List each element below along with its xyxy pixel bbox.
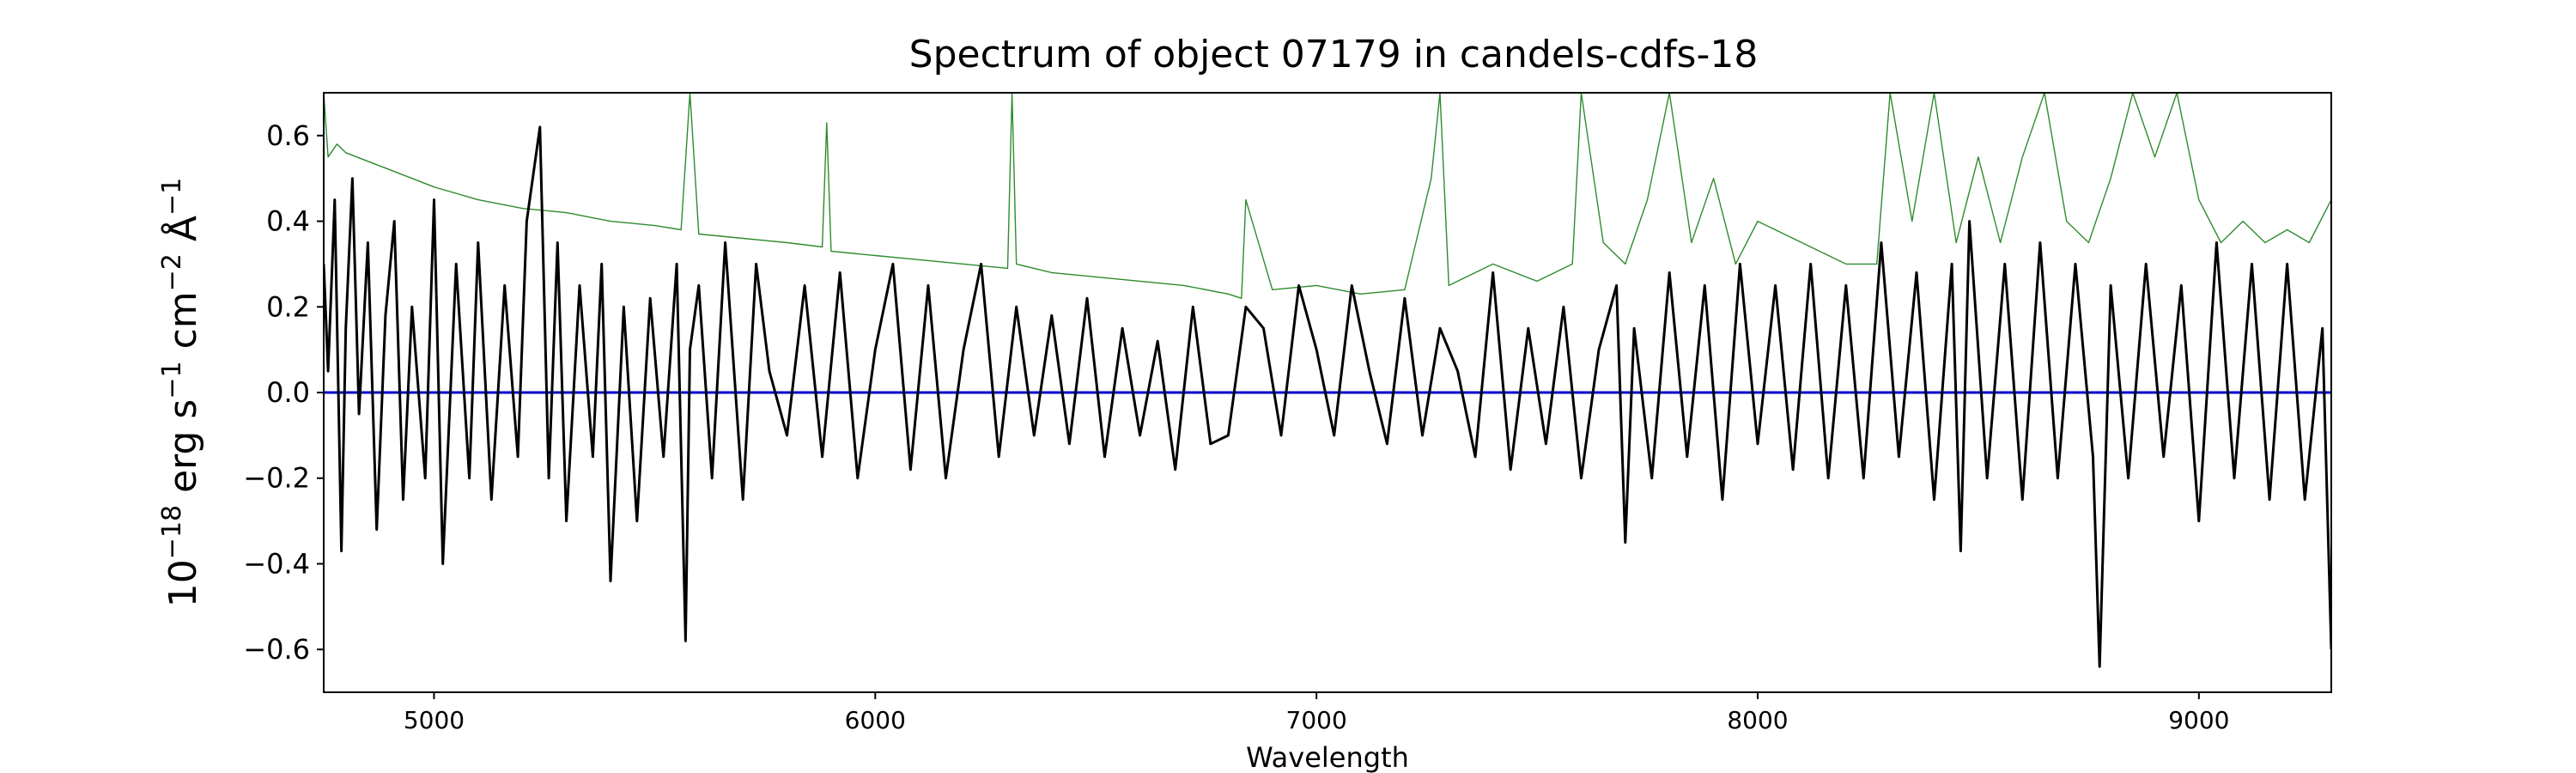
- y-label-base: 10: [161, 559, 205, 607]
- y-label-exp3: −2: [157, 253, 187, 291]
- y-tick-label: −0.4: [243, 547, 310, 580]
- y-label-exp2: −1: [157, 361, 187, 399]
- y-label-cm: cm: [161, 291, 205, 361]
- y-label-erg: erg s: [161, 399, 205, 505]
- chart-title: Spectrum of object 07179 in candels-cdfs…: [909, 33, 1759, 76]
- x-tick-label: 7000: [1286, 706, 1347, 734]
- y-tick-label: 0.4: [266, 205, 310, 238]
- x-tick-label: 5000: [404, 706, 465, 734]
- y-tick-label: −0.6: [243, 633, 310, 666]
- y-axis-label: 10−18 erg s−1 cm−2 Å−1: [157, 178, 205, 607]
- y-label-exp1: −18: [157, 505, 187, 559]
- y-axis-ticks: 0.6 0.4 0.2 0.0 −0.2 −0.4 −0.6: [243, 119, 324, 666]
- y-tick-label: 0.2: [266, 290, 310, 323]
- series-line-flux: [324, 125, 2331, 668]
- y-tick-label: −0.2: [243, 462, 310, 495]
- series-line-error: [324, 93, 2331, 299]
- y-tick-label: 0.0: [266, 376, 310, 409]
- series-layer: [324, 93, 2331, 668]
- x-tick-label: 9000: [2168, 706, 2229, 734]
- x-tick-label: 6000: [845, 706, 906, 734]
- y-tick-label: 0.6: [266, 119, 310, 152]
- x-axis-label: Wavelength: [1246, 741, 1409, 773]
- x-tick-label: 8000: [1727, 706, 1788, 734]
- y-label-ang: Å: [160, 216, 205, 253]
- x-axis-ticks: 5000 6000 7000 8000 9000: [404, 692, 2229, 734]
- y-label-exp4: −1: [157, 178, 187, 216]
